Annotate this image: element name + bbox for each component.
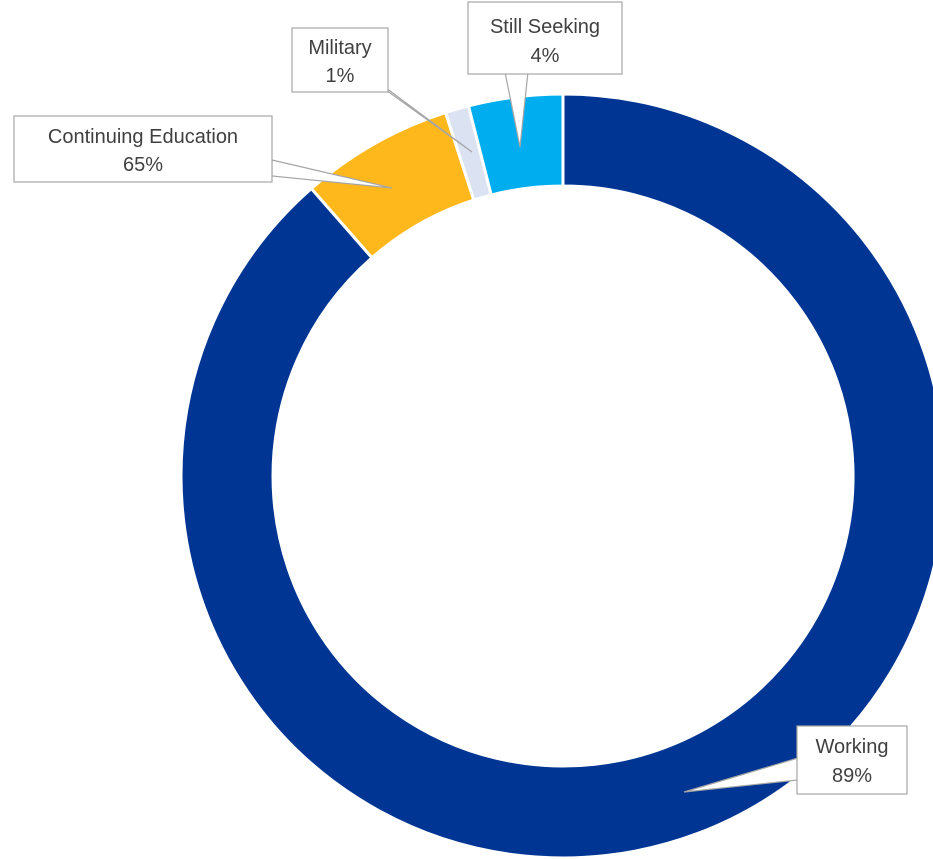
donut-slices bbox=[179, 92, 933, 859]
label-military-name: Military bbox=[308, 37, 371, 59]
label-military-value: 1% bbox=[326, 65, 355, 87]
callout-military: Military 1% bbox=[291, 27, 473, 153]
label-working-name: Working bbox=[816, 736, 889, 758]
callout-box-continuing-education bbox=[13, 115, 273, 183]
label-still-seeking-name: Still Seeking bbox=[490, 16, 600, 38]
callout-still-seeking: Still Seeking 4% bbox=[467, 1, 623, 148]
label-continuing-education-value: 65% bbox=[123, 154, 163, 176]
callout-box-working bbox=[796, 725, 908, 795]
label-still-seeking-value: 4% bbox=[531, 45, 560, 67]
callout-box-still-seeking bbox=[467, 1, 623, 75]
label-continuing-education-name: Continuing Education bbox=[48, 126, 238, 148]
callout-box-military bbox=[291, 27, 389, 93]
callout-working: Working 89% bbox=[683, 725, 908, 795]
slice-still-seeking bbox=[466, 92, 565, 197]
slice-working bbox=[179, 92, 933, 859]
callout-continuing-education: Continuing Education 65% bbox=[13, 115, 393, 189]
label-working-value: 89% bbox=[832, 765, 872, 787]
